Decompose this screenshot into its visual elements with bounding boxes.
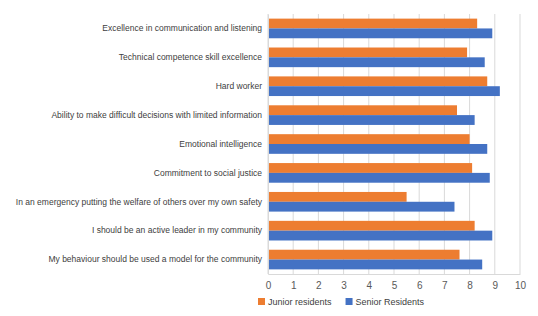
tick-label: 9 [493, 280, 499, 291]
tick-label: 1 [291, 280, 297, 291]
category-tick: Commitment to social justice [154, 168, 268, 178]
legend-item: Junior residents [258, 297, 332, 307]
tick-label: 3 [341, 280, 347, 291]
legend-swatch [346, 298, 353, 305]
tick: 1 [291, 274, 297, 291]
tick: 4 [367, 274, 373, 291]
legend-swatch [258, 298, 265, 305]
category-label: Emotional intelligence [179, 139, 262, 149]
bar [268, 57, 485, 67]
series [268, 28, 500, 269]
grid-line [268, 14, 269, 274]
category-tick: Ability to make difficult decisions with… [51, 110, 268, 120]
bar [268, 28, 492, 38]
tick: 5 [392, 274, 398, 291]
bar [268, 163, 472, 173]
category-tick: Hard worker [216, 81, 268, 91]
tick-label: 7 [442, 280, 448, 291]
bar [268, 76, 487, 86]
tick-label: 2 [316, 280, 322, 291]
axis-line [268, 15, 269, 275]
bar [268, 260, 482, 270]
legend-label: Senior Residents [356, 297, 425, 307]
chart: 0 1 2 3 4 5 6 7 8 9 10 Excellence in communication … [0, 0, 538, 316]
bar [268, 221, 475, 231]
tick: 9 [493, 274, 499, 291]
legend-item: Senior Residents [346, 297, 425, 307]
y-axis: Excellence in communication and listenin… [16, 15, 269, 275]
tick-label: 8 [467, 280, 473, 291]
tick: 7 [442, 274, 448, 291]
tick: 0 [266, 274, 272, 291]
category-label: My behaviour should be used a model for … [48, 254, 262, 264]
category-label: In an emergency putting the welfare of o… [16, 196, 263, 206]
category-label: Hard worker [216, 81, 262, 91]
bar [268, 202, 454, 212]
tick-label: 5 [392, 280, 398, 291]
tick: 10 [515, 274, 527, 291]
tick-label: 4 [367, 280, 373, 291]
bar [268, 19, 477, 29]
axis-line [269, 274, 521, 275]
tick: 2 [316, 274, 322, 291]
bar [268, 48, 467, 58]
category-tick: Emotional intelligence [179, 139, 268, 149]
bars [268, 19, 500, 270]
category-tick: Technical competence skill excellence [119, 52, 268, 62]
bar [268, 173, 490, 183]
category-tick: Excellence in communication and listenin… [102, 23, 268, 33]
category-label: Technical competence skill excellence [119, 52, 262, 62]
legend-label: Junior residents [268, 297, 332, 307]
tick-label: 10 [515, 280, 527, 291]
category-label: Commitment to social justice [154, 168, 262, 178]
tick: 3 [341, 274, 347, 291]
grid [268, 14, 520, 274]
category-label: Excellence in communication and listenin… [102, 23, 262, 33]
legend: Junior residents Senior Residents [258, 297, 425, 307]
bar [268, 105, 457, 115]
series [268, 19, 487, 260]
tick: 6 [417, 274, 423, 291]
grid-line [520, 14, 521, 274]
tick: 8 [467, 274, 473, 291]
bar [268, 134, 470, 144]
bar [268, 86, 500, 96]
bar [268, 192, 407, 202]
category-label: Ability to make difficult decisions with… [51, 110, 262, 120]
grid-line [494, 14, 495, 274]
x-axis: 0 1 2 3 4 5 6 7 8 9 10 [266, 274, 527, 291]
bar [268, 115, 475, 125]
tick-label: 6 [417, 280, 423, 291]
category-tick: My behaviour should be used a model for … [48, 254, 268, 264]
category-tick: In an emergency putting the welfare of o… [16, 196, 268, 206]
bar [268, 231, 492, 241]
plot: 0 1 2 3 4 5 6 7 8 9 10 Excellence in communication … [16, 14, 527, 291]
category-label: I should be an active leader in my commu… [92, 225, 263, 235]
category-tick: I should be an active leader in my commu… [92, 225, 268, 235]
bar [268, 144, 487, 154]
bar [268, 250, 460, 260]
tick-label: 0 [266, 280, 272, 291]
